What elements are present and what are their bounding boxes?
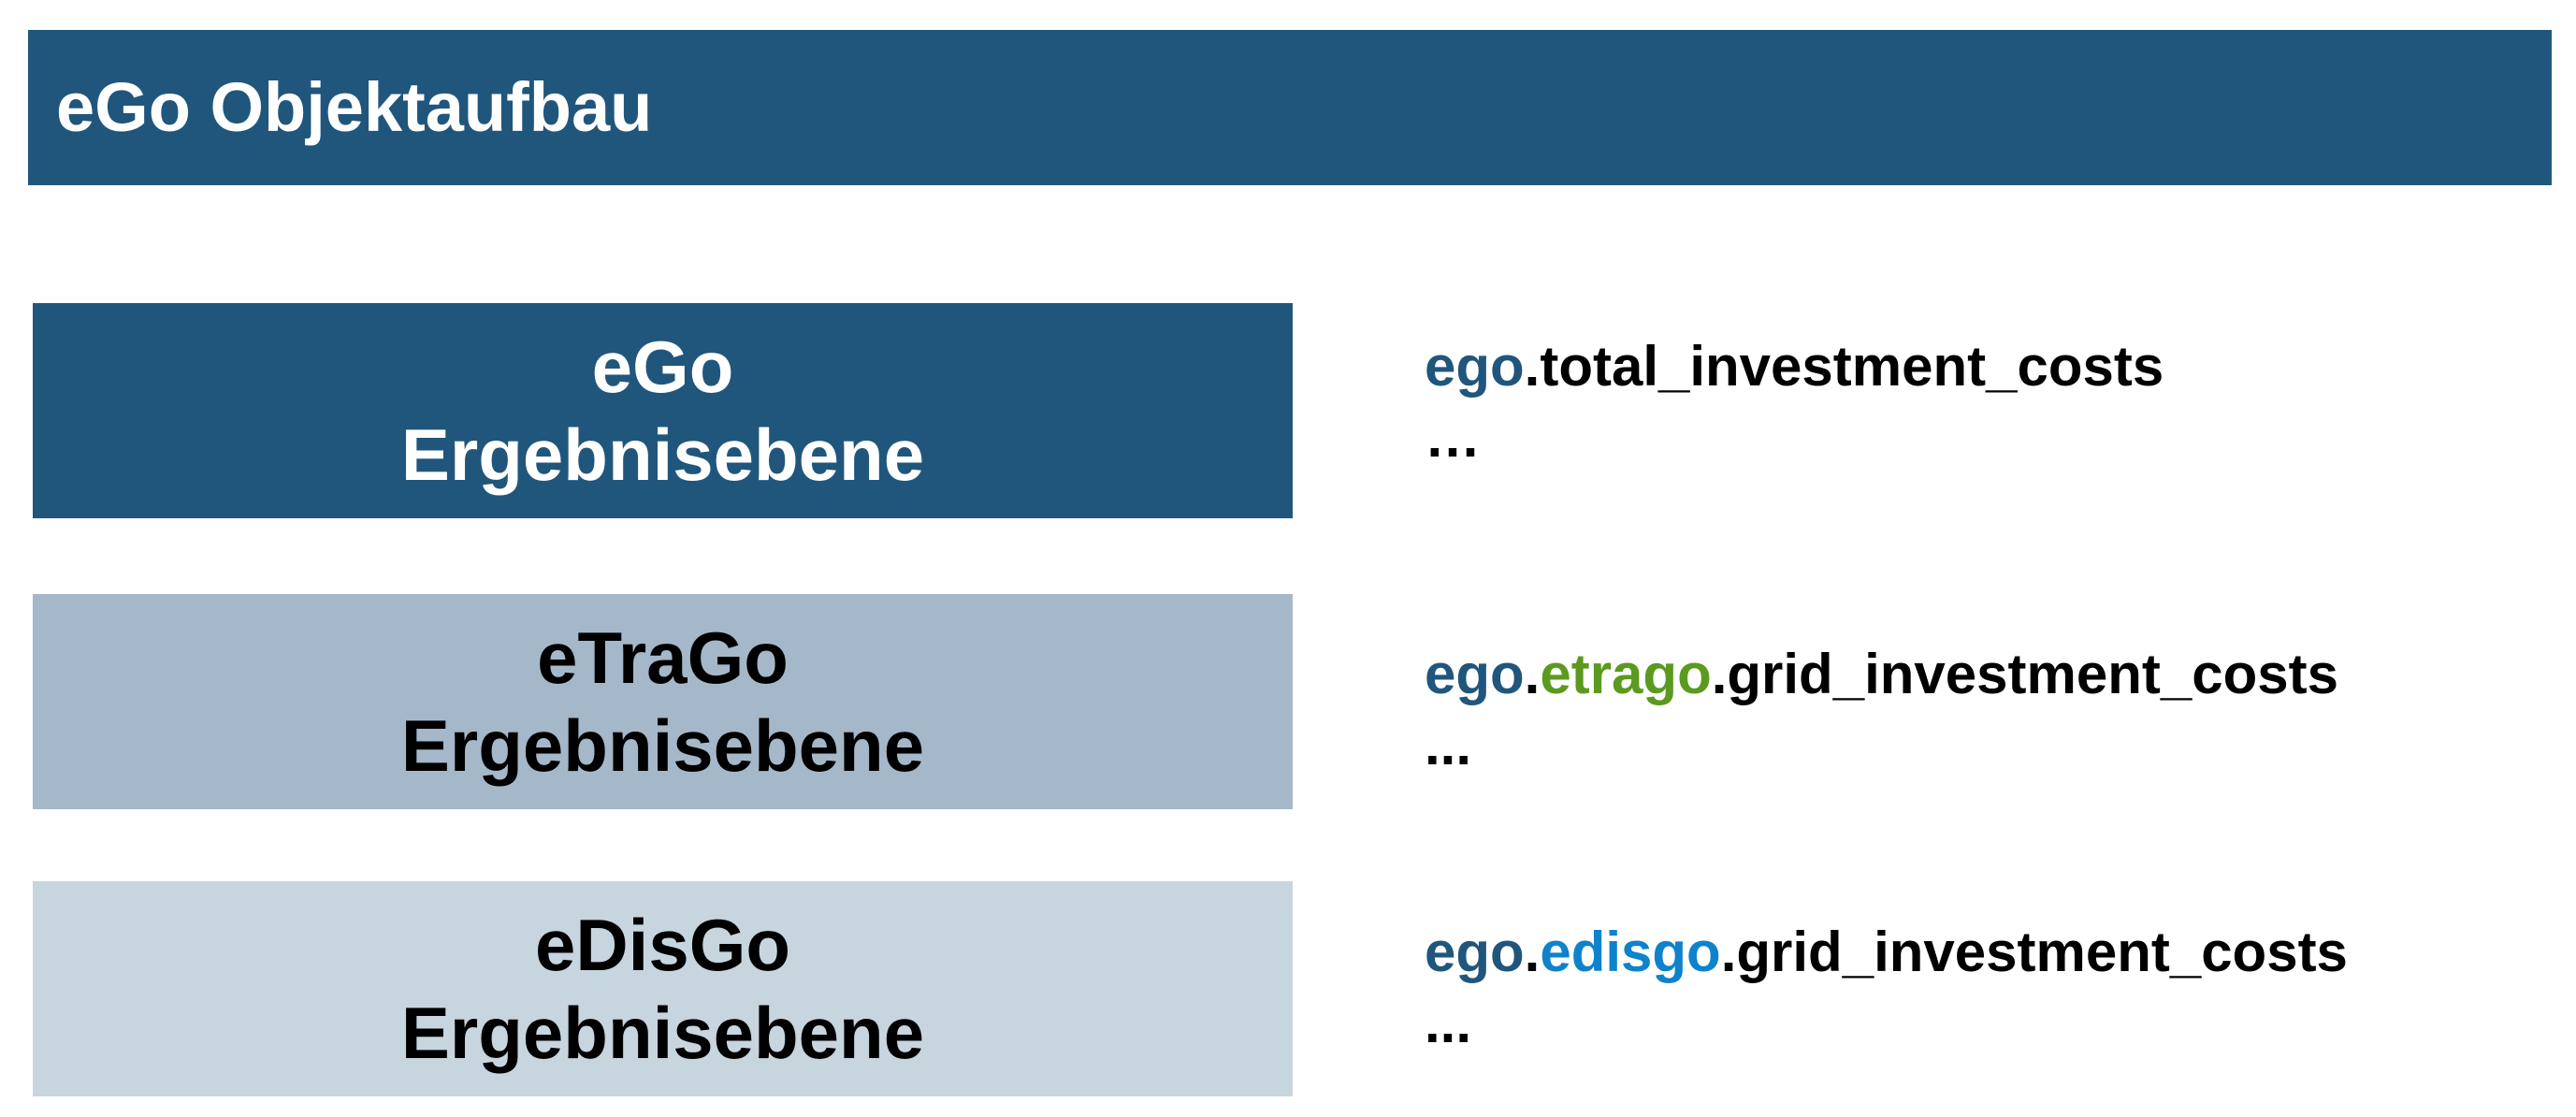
etrago-level-box: eTraGo Ergebnisebene [33, 594, 1293, 809]
ego-level-name: eGo [591, 326, 734, 408]
etrago-attribute-path: ego.etrago.grid_investment_costs [1425, 639, 2338, 710]
etrago-level-name: eTraGo [537, 617, 789, 699]
etrago-module-token: etrago [1540, 643, 1712, 705]
ego-dot-separator: . [1524, 335, 1541, 398]
title-bar: eGo Objektaufbau [28, 30, 2552, 185]
ego-attribute-path: ego.total_investment_costs [1425, 331, 2164, 402]
ego-root-token: ego [1425, 335, 1525, 398]
edisgo-level-subtitle: Ergebnisebene [400, 992, 925, 1074]
ego-member-token: total_investment_costs [1540, 335, 2164, 398]
page-title: eGo Objektaufbau [56, 68, 653, 146]
ego-attribute-block: ego.total_investment_costs … [1425, 331, 2164, 473]
edisgo-member-token: grid_investment_costs [1736, 921, 2348, 983]
ego-level-box: eGo Ergebnisebene [33, 303, 1293, 518]
edisgo-dot-separator-1: . [1524, 921, 1541, 983]
edisgo-root-token: ego [1425, 921, 1525, 983]
etrago-member-token: grid_investment_costs [1727, 643, 2338, 705]
ego-level-subtitle: Ergebnisebene [400, 413, 925, 496]
etrago-ellipsis: ... [1425, 714, 1472, 776]
ego-ellipsis: … [1425, 406, 1481, 469]
edisgo-ellipsis: ... [1425, 992, 1472, 1054]
edisgo-attribute-path: ego.edisgo.grid_investment_costs [1425, 917, 2348, 988]
edisgo-attribute-block: ego.edisgo.grid_investment_costs ... [1425, 917, 2348, 1059]
etrago-root-token: ego [1425, 643, 1525, 705]
edisgo-dot-separator-2: . [1720, 921, 1737, 983]
etrago-level-subtitle: Ergebnisebene [400, 704, 925, 787]
edisgo-module-token: edisgo [1540, 921, 1721, 983]
etrago-dot-separator-2: . [1711, 643, 1728, 705]
etrago-attribute-block: ego.etrago.grid_investment_costs ... [1425, 639, 2338, 781]
edisgo-level-name: eDisGo [534, 904, 791, 986]
etrago-dot-separator-1: . [1524, 643, 1541, 705]
edisgo-level-box: eDisGo Ergebnisebene [33, 881, 1293, 1096]
